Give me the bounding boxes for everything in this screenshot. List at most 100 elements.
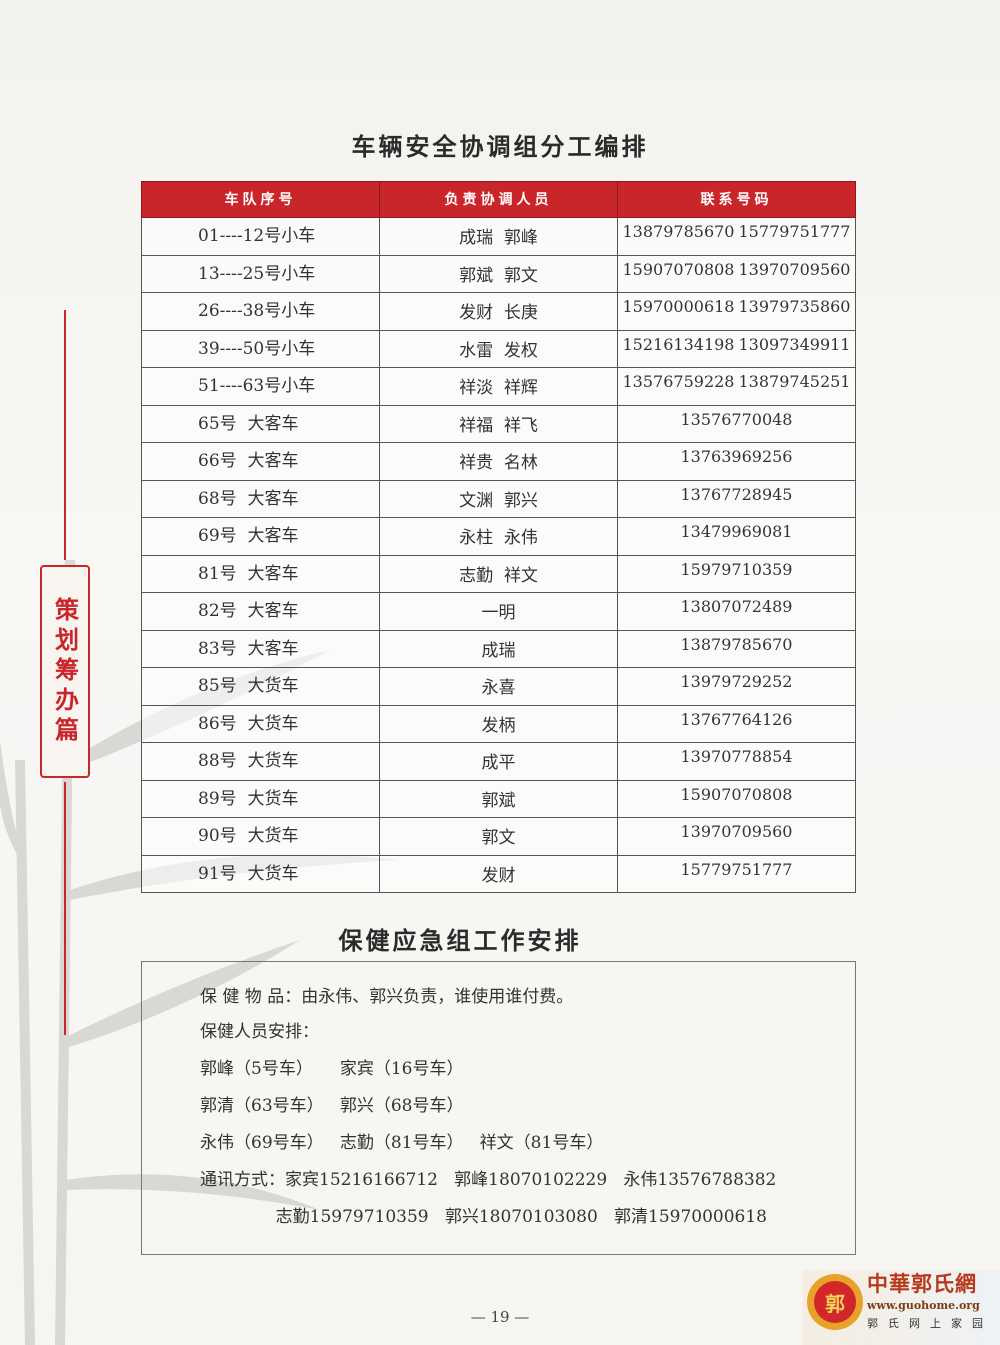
phone-number: 13970778854 bbox=[680, 747, 793, 766]
header-team: 车队序号 bbox=[141, 181, 380, 218]
phone-number: 13576770048 bbox=[680, 409, 793, 429]
people-cell: 发柄 bbox=[379, 704, 618, 743]
phone-cell: 13970709560 bbox=[617, 817, 856, 856]
phone-cell: 13807072489 bbox=[617, 592, 856, 631]
header-phone: 联系号码 bbox=[617, 181, 856, 218]
phone-number: 13097349911 bbox=[738, 334, 851, 354]
health-line: 郭峰（5号车） 家宾（16号车） bbox=[200, 1059, 464, 1079]
people-cell: 郭文 bbox=[379, 817, 618, 856]
health-emergency-box: 保 健 物 品：由永伟、郭兴负责，谁使用谁付费。 保健人员安排： 郭峰（5号车） 家… bbox=[141, 961, 856, 1255]
health-line: 永伟（69号车） 志勤（81号车） 祥文（81号车） bbox=[200, 1133, 604, 1153]
people-cell: 成瑞 郭峰 bbox=[379, 217, 618, 256]
site-logo: 郭 中華郭氏網 www.guohome.org 郭氏网上家园 bbox=[803, 1270, 1000, 1345]
people-cell: 郭斌 bbox=[379, 779, 618, 818]
table-row: 81号 大客车 志勤 祥文 15979710359 bbox=[141, 554, 856, 593]
phone-number: 13576759228 bbox=[622, 372, 735, 391]
team-cell: 90号 大货车 bbox=[141, 817, 380, 856]
team-cell: 89号 大货车 bbox=[141, 779, 380, 818]
phone-number: 15779751777 bbox=[738, 222, 851, 241]
team-cell: 39----50号小车 bbox=[141, 329, 380, 368]
section1-title: 车辆安全协调组分工编排 bbox=[351, 133, 649, 161]
table-row: 39----50号小车 水雷 发权 15216134198 13097349911 bbox=[141, 329, 856, 368]
phone-cell: 13576759228 13879745251 bbox=[617, 367, 856, 406]
health-line: 郭清（63号车） 郭兴（68号车） bbox=[200, 1096, 464, 1116]
team-cell: 91号 大货车 bbox=[141, 854, 380, 893]
phone-cell: 15907070808 bbox=[617, 779, 856, 818]
phone-cell: 15216134198 13097349911 bbox=[617, 329, 856, 368]
phone-number: 15216134198 bbox=[622, 334, 735, 354]
logo-name: 中華郭氏網 bbox=[867, 1272, 977, 1296]
team-cell: 81号 大客车 bbox=[141, 554, 380, 593]
phone-cell: 13763969256 bbox=[617, 442, 856, 481]
phone-number: 15907070808 bbox=[680, 784, 793, 804]
people-cell: 郭斌 郭文 bbox=[379, 254, 618, 293]
table-row: 91号 大货车 发财 15779751777 bbox=[141, 854, 856, 893]
page-number: — 19 — bbox=[470, 1308, 530, 1326]
side-label-text: 策划筹办篇 bbox=[50, 596, 79, 747]
table-row: 85号 大货车 永喜 13979729252 bbox=[141, 667, 856, 706]
team-cell: 88号 大货车 bbox=[141, 742, 380, 781]
team-cell: 82号 大客车 bbox=[141, 592, 380, 631]
team-cell: 83号 大客车 bbox=[141, 629, 380, 668]
table-row: 01----12号小车 成瑞 郭峰 13879785670 15779751777 bbox=[141, 217, 856, 256]
phone-number: 13807072489 bbox=[680, 597, 793, 616]
phone-number: 13763969256 bbox=[680, 447, 793, 466]
phone-number: 13879785670 bbox=[680, 634, 793, 654]
phone-cell: 13879785670 bbox=[617, 629, 856, 668]
phone-cell: 15779751777 bbox=[617, 854, 856, 893]
logo-url: www.guohome.org bbox=[867, 1299, 980, 1312]
table-row: 26----38号小车 发财 长庚 15970000618 13979735860 bbox=[141, 292, 856, 331]
phone-number: 13767764126 bbox=[680, 709, 793, 729]
people-cell: 发财 bbox=[379, 854, 618, 893]
phone-number: 13879785670 bbox=[622, 222, 735, 241]
phone-number: 13979729252 bbox=[680, 672, 793, 691]
people-cell: 永柱 永伟 bbox=[379, 517, 618, 556]
people-cell: 发财 长庚 bbox=[379, 292, 618, 331]
phone-number: 13879745251 bbox=[738, 372, 851, 391]
people-cell: 文渊 郭兴 bbox=[379, 479, 618, 518]
phone-number: 13979735860 bbox=[738, 297, 851, 316]
team-cell: 65号 大客车 bbox=[141, 404, 380, 443]
team-cell: 51----63号小车 bbox=[141, 367, 380, 406]
health-line: 通讯方式：家宾15216166712 郭峰18070102229 永伟13576… bbox=[200, 1170, 777, 1190]
table-header-row: 车队序号 负责协调人员 联系号码 bbox=[141, 181, 856, 218]
team-cell: 66号 大客车 bbox=[141, 442, 380, 481]
team-cell: 69号 大客车 bbox=[141, 517, 380, 556]
phone-number: 15779751777 bbox=[680, 859, 793, 879]
team-cell: 26----38号小车 bbox=[141, 292, 380, 331]
phone-number: 13767728945 bbox=[680, 484, 793, 504]
table-row: 13----25号小车 郭斌 郭文 15907070808 13970709560 bbox=[141, 254, 856, 293]
logo-seal-icon: 郭 bbox=[807, 1274, 863, 1330]
phone-number: 13970709560 bbox=[680, 822, 793, 841]
team-cell: 13----25号小车 bbox=[141, 254, 380, 293]
phone-cell: 13767764126 bbox=[617, 704, 856, 743]
phone-cell: 13767728945 bbox=[617, 479, 856, 518]
team-cell: 85号 大货车 bbox=[141, 667, 380, 706]
phone-cell: 15907070808 13970709560 bbox=[617, 254, 856, 293]
phone-cell: 13970778854 bbox=[617, 742, 856, 781]
table-row: 51----63号小车 祥淡 祥辉 13576759228 13879745251 bbox=[141, 367, 856, 406]
people-cell: 祥福 祥飞 bbox=[379, 404, 618, 443]
people-cell: 永喜 bbox=[379, 667, 618, 706]
table-row: 82号 大客车 一明 13807072489 bbox=[141, 592, 856, 631]
people-cell: 成平 bbox=[379, 742, 618, 781]
people-cell: 一明 bbox=[379, 592, 618, 631]
people-cell: 水雷 发权 bbox=[379, 329, 618, 368]
people-cell: 祥淡 祥辉 bbox=[379, 367, 618, 406]
phone-number: 15979710359 bbox=[680, 559, 793, 579]
logo-subtitle: 郭氏网上家园 bbox=[867, 1317, 993, 1330]
phone-number: 13970709560 bbox=[738, 259, 851, 279]
table-row: 88号 大货车 成平 13970778854 bbox=[141, 742, 856, 781]
health-line: 志勤15979710359 郭兴18070103080 郭清1597000061… bbox=[200, 1207, 768, 1227]
table-row: 69号 大客车 永柱 永伟 13479969081 bbox=[141, 517, 856, 556]
vehicle-assignment-table: 车队序号 负责协调人员 联系号码 01----12号小车 成瑞 郭峰 13879… bbox=[141, 181, 856, 893]
side-divider-bottom bbox=[64, 782, 66, 1035]
table-row: 83号 大客车 成瑞 13879785670 bbox=[141, 629, 856, 668]
health-line: 保健人员安排： bbox=[200, 1022, 319, 1042]
table-row: 66号 大客车 祥贵 名林 13763969256 bbox=[141, 442, 856, 481]
people-cell: 祥贵 名林 bbox=[379, 442, 618, 481]
phone-number: 15970000618 bbox=[622, 297, 735, 316]
section-side-label: 策划筹办篇 bbox=[40, 565, 90, 778]
team-cell: 01----12号小车 bbox=[141, 217, 380, 256]
phone-number: 15907070808 bbox=[622, 259, 735, 279]
